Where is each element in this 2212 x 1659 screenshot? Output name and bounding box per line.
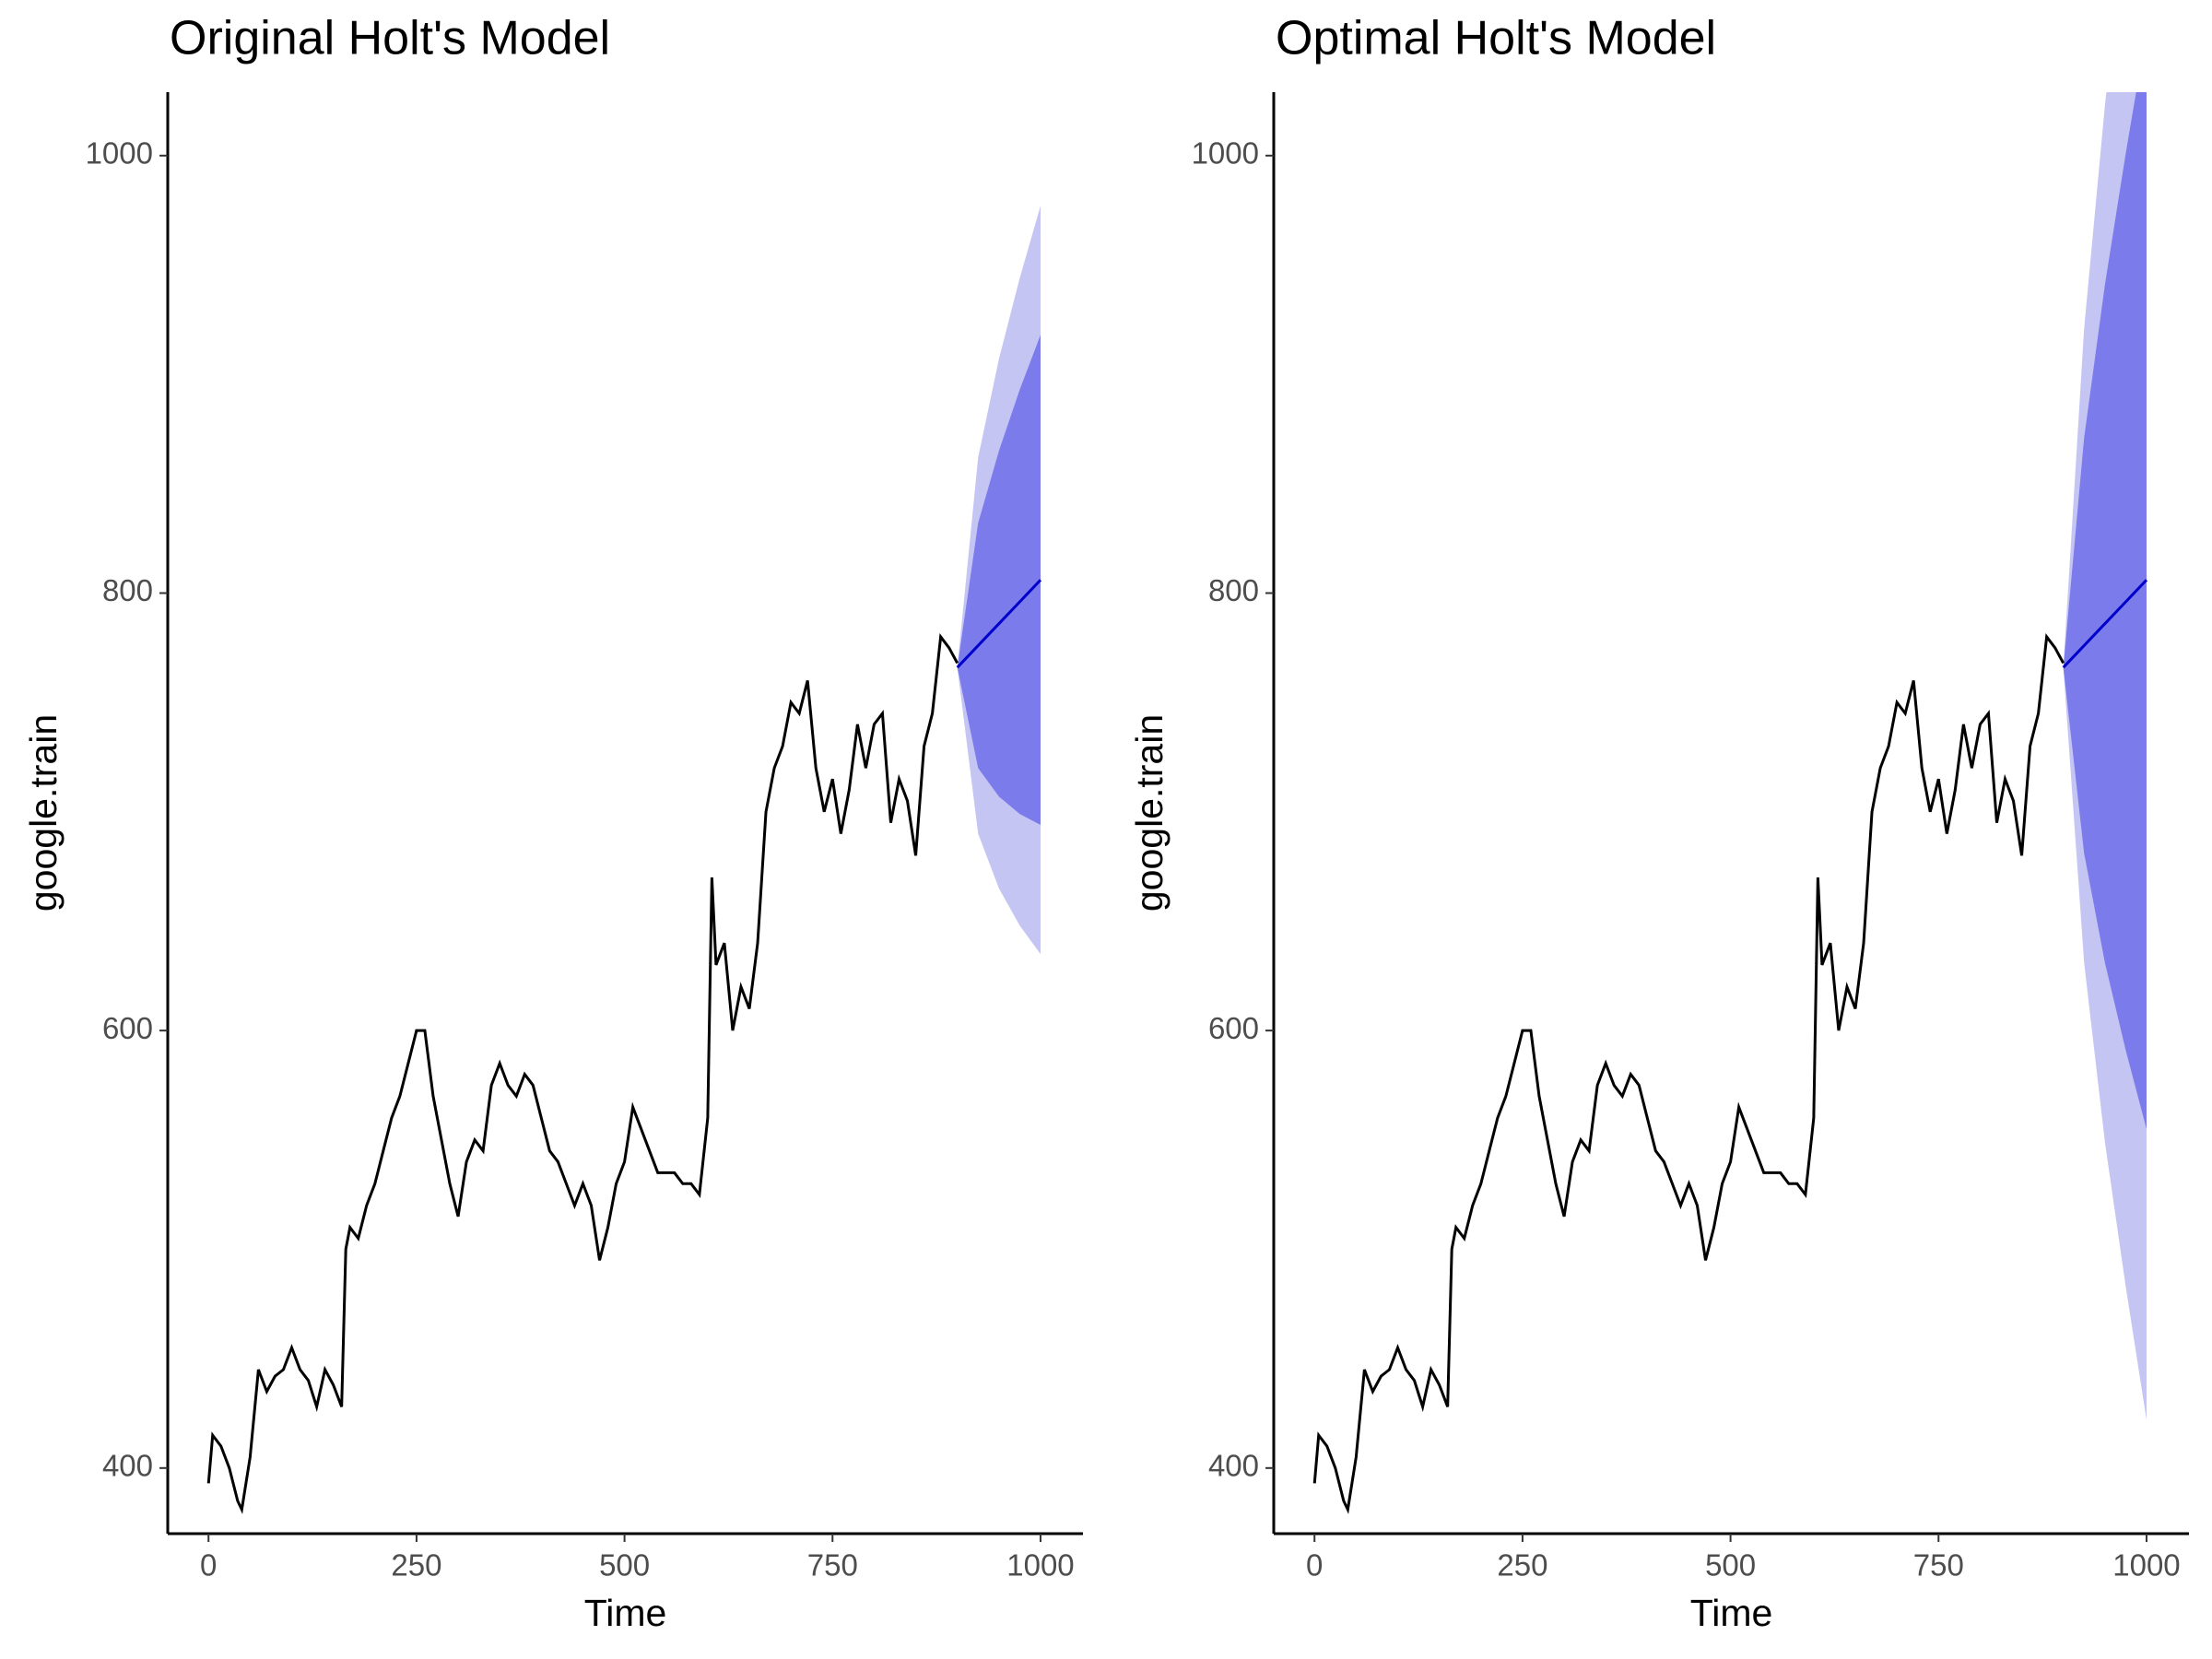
x-tick-label: 250: [1497, 1548, 1547, 1583]
x-tick-label: 500: [1705, 1548, 1756, 1583]
chart-panel: Optimal Holt's Model 400 600 800 1000 0 250 500…: [1128, 12, 2189, 1634]
series-line: [1312, 633, 2065, 1514]
y-tick-label: 1000: [1192, 136, 1259, 171]
x-axis-title: Time: [1690, 1592, 1773, 1634]
x-tick-label: 1000: [1006, 1548, 1074, 1583]
series-line: [206, 633, 959, 1514]
y-tick-label: 800: [102, 573, 153, 607]
y-tick-label: 600: [1208, 1011, 1259, 1045]
x-tick-label: 500: [599, 1548, 650, 1583]
chart-panel: Original Holt's Model 400 600 800 1000 0 250 50…: [22, 12, 1083, 1634]
x-tick-label: 0: [200, 1548, 217, 1583]
y-tick-label: 400: [1208, 1449, 1259, 1483]
x-tick-label: 0: [1306, 1548, 1323, 1583]
y-axis-title: google.train: [22, 714, 65, 912]
forecast-band: [957, 335, 1041, 826]
x-tick-label: 750: [807, 1548, 858, 1583]
x-tick-label: 750: [1913, 1548, 1964, 1583]
x-axis-title: Time: [584, 1592, 667, 1634]
chart-title: Original Holt's Model: [170, 12, 610, 65]
chart-title: Optimal Holt's Model: [1276, 12, 1716, 65]
x-tick-label: 1000: [2112, 1548, 2180, 1583]
forecast-line: [956, 579, 1042, 669]
y-tick-label: 400: [102, 1449, 153, 1483]
y-axis-title: google.train: [1128, 714, 1171, 912]
y-tick-label: 1000: [86, 136, 153, 171]
y-tick-label: 600: [102, 1011, 153, 1045]
y-tick-label: 800: [1208, 573, 1259, 607]
forecast-band: [2063, 92, 2147, 1129]
x-tick-label: 250: [391, 1548, 441, 1583]
forecast-line: [2062, 579, 2148, 669]
